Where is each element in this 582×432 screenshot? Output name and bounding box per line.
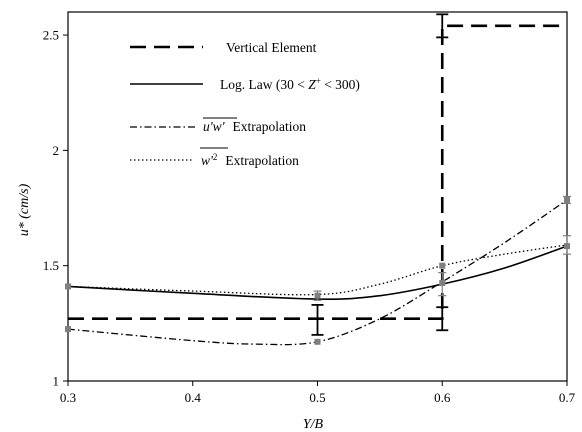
y-tick-label: 1: [53, 374, 60, 389]
x-tick-label: 0.6: [434, 390, 451, 405]
legend-label-vertical-element: Vertical Element: [226, 40, 317, 55]
x-tick-label: 0.7: [559, 390, 576, 405]
x-tick-label: 0.3: [60, 390, 76, 405]
y-tick-label: 1.5: [43, 258, 59, 273]
x-tick-label: 0.5: [309, 390, 325, 405]
legend-label-uw-extrapolation: u'w' Extrapolation: [203, 119, 306, 134]
data-point-marker: [564, 196, 570, 203]
x-tick-label: 0.4: [185, 390, 202, 405]
data-point-marker: [65, 283, 71, 290]
data-point-marker: [564, 243, 570, 250]
data-point-marker: [439, 279, 446, 286]
y-tick-label: 2.5: [43, 28, 59, 43]
series-line-dashed: [68, 24, 567, 321]
legend-label-log-law: Log. Law (30 < Z+ < 300): [220, 76, 360, 92]
series-line-solid: [67, 245, 568, 300]
legend-label-w2-extrapolation: w'2 Extrapolation: [201, 152, 299, 168]
series-line-dashdot: [67, 199, 568, 346]
x-axis-title: Y/B: [303, 417, 324, 432]
data-point-marker: [314, 292, 321, 299]
error-bar: [311, 303, 324, 336]
y-axis-title: u* (cm/s): [17, 183, 32, 236]
legend: Vertical Element Log. Law (30 < Z+ < 300…: [130, 40, 360, 168]
series-line-dotted: [67, 244, 568, 296]
data-point-marker: [65, 326, 71, 333]
data-point-marker: [314, 338, 321, 345]
error-bar: [436, 13, 449, 39]
error-bar: [436, 306, 449, 332]
data-point-marker: [439, 262, 446, 269]
y-tick-label: 2: [53, 143, 60, 158]
